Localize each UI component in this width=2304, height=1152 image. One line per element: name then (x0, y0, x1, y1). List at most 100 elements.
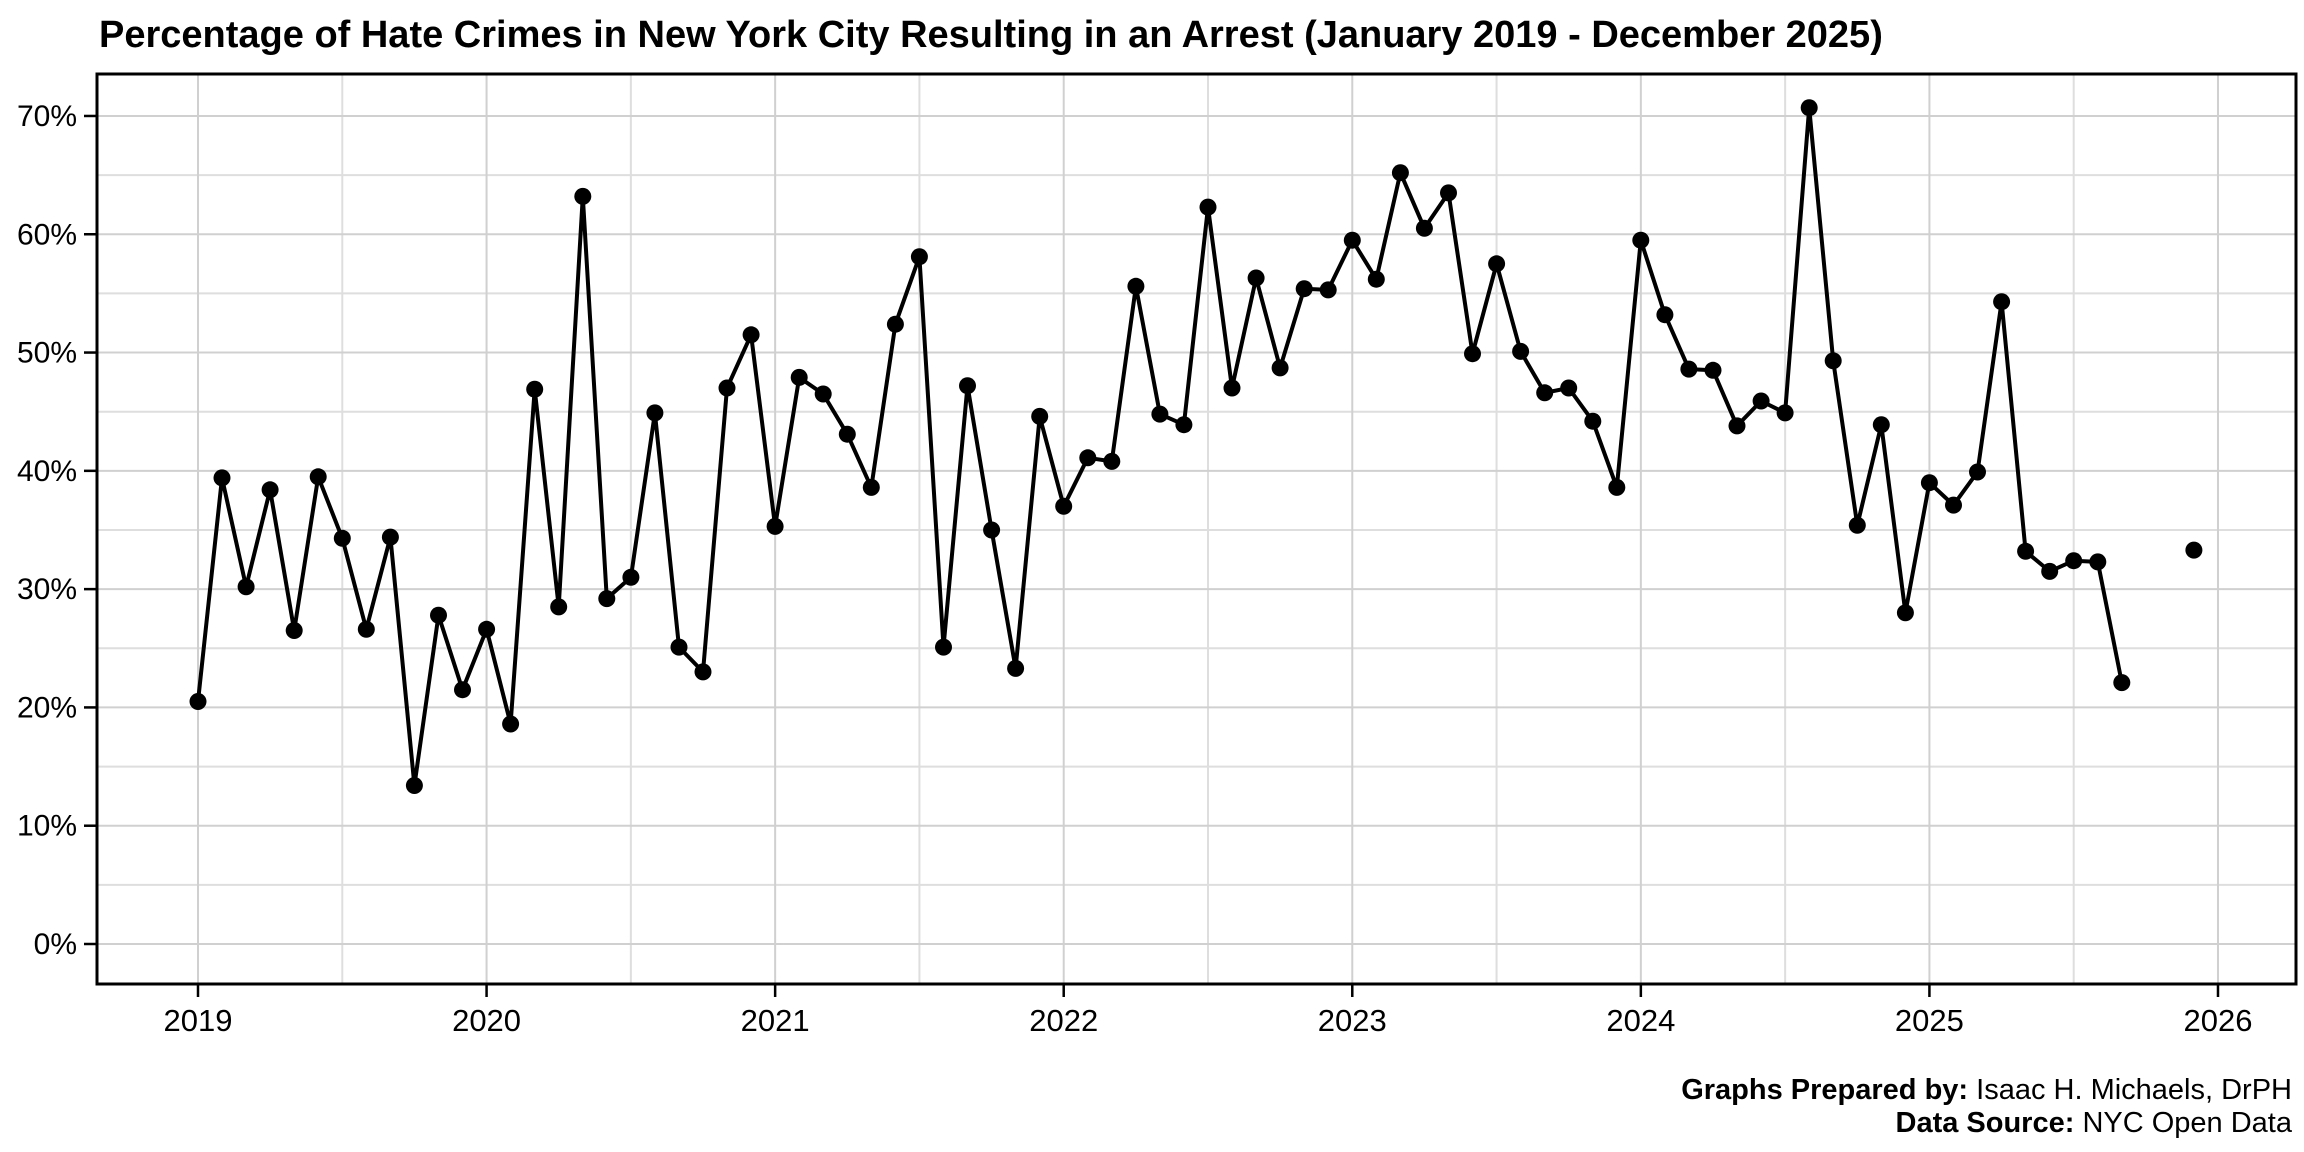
data-point (1440, 184, 1457, 202)
data-point (2089, 553, 2107, 571)
x-axis-label: 2025 (1895, 1003, 1964, 1038)
data-point (502, 715, 520, 733)
data-point (1247, 269, 1265, 287)
data-point (1488, 255, 1506, 273)
data-point (1079, 449, 1097, 467)
data-point (1608, 478, 1626, 496)
data-point (1969, 463, 1986, 481)
data-point (1776, 404, 1794, 422)
data-point (1920, 474, 1938, 492)
data-point (309, 468, 327, 486)
y-axis-label: 50% (17, 337, 77, 370)
y-axis-label: 30% (17, 573, 77, 606)
data-point (2017, 542, 2035, 560)
data-point (1391, 164, 1409, 182)
chart-caption: Graphs Prepared by: Isaac H. Michaels, D… (1681, 1074, 2292, 1140)
data-point (935, 638, 952, 656)
y-axis-label: 10% (17, 810, 77, 843)
data-point (766, 517, 784, 535)
data-point (430, 606, 447, 624)
data-point (333, 529, 351, 547)
data-point (1295, 280, 1313, 298)
caption-data-source-value: NYC Open Data (2074, 1107, 2292, 1139)
data-point (1223, 379, 1241, 397)
data-point (1872, 416, 1890, 434)
data-point (2041, 562, 2059, 580)
data-point (1031, 407, 1049, 425)
data-point (1656, 306, 1674, 324)
caption-prepared-by: Graphs Prepared by: Isaac H. Michaels, D… (1681, 1074, 2292, 1107)
data-point (1536, 384, 1554, 402)
data-point (1151, 405, 1169, 423)
data-point (622, 568, 640, 586)
data-point (838, 425, 856, 443)
x-axis-labels: 2019 2020 2021 2022 2023 2024 2025 2026 (164, 1003, 2253, 1038)
y-axis-label: 40% (17, 455, 77, 488)
data-point (213, 469, 231, 487)
data-point (1704, 361, 1722, 379)
data-point (237, 578, 255, 596)
axis-ticks (84, 114, 2220, 997)
x-axis-label: 2021 (741, 1003, 810, 1038)
y-axis-label: 0% (34, 928, 77, 961)
data-point (1824, 352, 1842, 370)
data-point (1127, 277, 1145, 295)
data-point (381, 528, 399, 546)
panel-border (95, 72, 2298, 986)
data-point (1319, 281, 1337, 299)
data-point (2185, 541, 2203, 559)
data-point (1199, 198, 1217, 216)
x-axis-label: 2022 (1029, 1003, 1098, 1038)
data-point (1680, 360, 1698, 378)
data-point (1560, 379, 1578, 397)
data-point (261, 481, 279, 499)
data-point (1752, 392, 1770, 410)
data-point (1584, 412, 1602, 430)
caption-prepared-by-label: Graphs Prepared by: (1681, 1074, 1969, 1106)
data-points (189, 99, 2203, 794)
x-axis-label: 2019 (164, 1003, 233, 1038)
data-point (1512, 342, 1530, 360)
y-axis-label: 20% (17, 691, 77, 724)
caption-prepared-by-value: Isaac H. Michaels, DrPH (1968, 1074, 2292, 1106)
data-point (357, 620, 375, 638)
data-point (790, 368, 808, 386)
data-point (1415, 219, 1433, 237)
data-point (454, 681, 471, 699)
data-point (2065, 552, 2083, 570)
data-point (1896, 604, 1914, 622)
data-point (405, 777, 423, 794)
data-point (814, 385, 832, 403)
x-axis-label: 2023 (1318, 1003, 1387, 1038)
data-point (1945, 496, 1962, 514)
data-point (983, 521, 1001, 539)
data-point (886, 315, 904, 333)
data-point (670, 638, 688, 656)
data-point (1632, 231, 1650, 249)
data-point (742, 326, 760, 344)
caption-data-source: Data Source: NYC Open Data (1681, 1107, 2293, 1140)
data-point (862, 478, 880, 496)
data-point (959, 377, 976, 395)
data-point (1055, 497, 1073, 515)
data-point (1007, 659, 1025, 677)
data-point (1993, 293, 2011, 311)
y-axis-labels: 0% 10% 20% 30% 40% 50% 60% 70% (17, 100, 77, 961)
x-axis-label: 2024 (1606, 1003, 1675, 1038)
y-axis-label: 60% (17, 218, 77, 251)
y-axis-label: 70% (17, 100, 77, 133)
data-point (2113, 674, 2131, 692)
data-point (285, 622, 303, 639)
data-point (526, 380, 544, 398)
data-point (598, 590, 616, 608)
data-point (574, 187, 592, 205)
data-point (718, 379, 736, 397)
data-point (478, 620, 496, 638)
x-axis-label: 2020 (452, 1003, 521, 1038)
data-point (646, 404, 664, 422)
data-point (1103, 452, 1121, 470)
data-point (1343, 231, 1361, 249)
data-point (1464, 345, 1481, 363)
